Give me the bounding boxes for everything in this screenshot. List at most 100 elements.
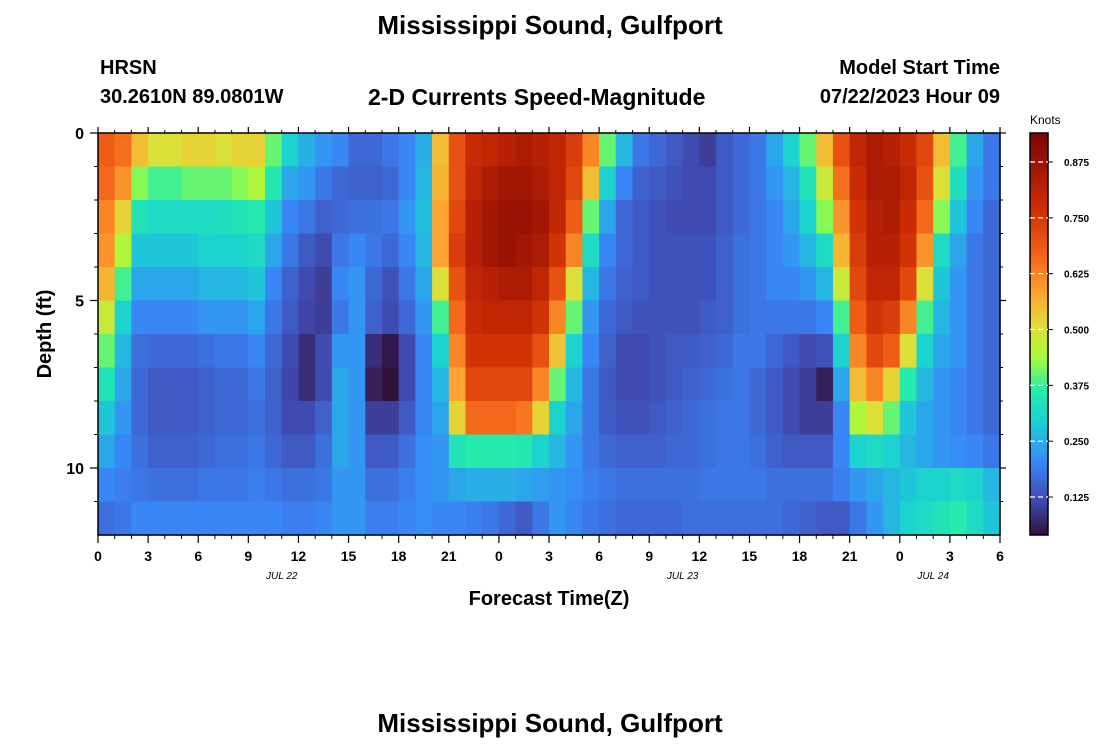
heatmap-cell [766, 501, 784, 536]
heatmap-cell [749, 200, 767, 235]
heatmap-cell [866, 300, 884, 335]
heatmap-cell [281, 334, 300, 369]
heatmap-cell [816, 133, 834, 168]
heatmap-cell [164, 468, 183, 503]
heatmap-cell [849, 300, 867, 335]
heatmap-cell [231, 401, 249, 436]
heatmap-cell [699, 233, 717, 268]
heatmap-cell [632, 468, 650, 503]
heatmap-cell [799, 334, 817, 369]
heatmap-cell [164, 200, 183, 235]
heatmap-cell [198, 501, 216, 536]
heatmap-cell [682, 401, 700, 436]
heatmap-cell [916, 233, 934, 268]
heatmap-cell [732, 300, 751, 335]
heatmap-cell [381, 434, 400, 469]
heatmap-cell [432, 233, 450, 268]
heatmap-cell [983, 434, 1001, 469]
heatmap-cell [114, 334, 132, 369]
heatmap-cell [482, 434, 500, 469]
heatmap-cell [465, 334, 483, 369]
heatmap-cell [465, 200, 483, 235]
heatmap-cell [849, 133, 867, 168]
heatmap-cell [766, 166, 784, 201]
heatmap-cell [114, 468, 132, 503]
heatmap-cell [682, 434, 700, 469]
heatmap-cell [916, 401, 934, 436]
x-tick-label: 3 [545, 548, 553, 564]
heatmap-cell [181, 233, 199, 268]
heatmap-cell [415, 267, 433, 302]
heatmap-cell [916, 367, 934, 402]
heatmap-cell [315, 334, 333, 369]
heatmap-cell [565, 434, 583, 469]
heatmap-cell [916, 133, 934, 168]
heatmap-cell [949, 367, 968, 402]
y-axis: 0 5 10 [66, 126, 1006, 502]
heatmap-cell [799, 501, 817, 536]
heatmap-cell [883, 367, 901, 402]
heatmap-cell [214, 300, 233, 335]
heatmap-cell [532, 166, 550, 201]
heatmap-cell [415, 501, 433, 536]
heatmap-cell [849, 166, 867, 201]
heatmap-cell [532, 434, 550, 469]
heatmap-cell [933, 434, 951, 469]
heatmap-cell [131, 267, 149, 302]
heatmap-cell [615, 166, 634, 201]
heatmap-cell [315, 367, 333, 402]
heatmap-cell [98, 200, 116, 235]
heatmap-cell [582, 200, 600, 235]
heatmap-cell [148, 401, 166, 436]
heatmap-cell [699, 367, 717, 402]
heatmap-cell [816, 367, 834, 402]
heatmap-cell [498, 267, 517, 302]
heatmap-cell [515, 468, 533, 503]
heatmap-cell [749, 300, 767, 335]
x-tick-label: 15 [341, 548, 357, 564]
heatmap-cell [365, 200, 383, 235]
heatmap-cell [515, 233, 533, 268]
heatmap-cell [565, 367, 583, 402]
colorbar: 0.125 0.250 0.375 0.500 0.625 0.750 0.875 [1029, 132, 1089, 536]
heatmap-cell [482, 300, 500, 335]
heatmap-cell [448, 334, 467, 369]
heatmap-cell [281, 468, 300, 503]
heatmap-cell [632, 401, 650, 436]
heatmap-cell [582, 401, 600, 436]
heatmap-cell [816, 434, 834, 469]
heatmap-cell [933, 166, 951, 201]
heatmap-cell [949, 267, 968, 302]
heatmap-cell [782, 267, 801, 302]
heatmap-cell [916, 501, 934, 536]
heatmap-cell [682, 133, 700, 168]
heatmap-cell [582, 300, 600, 335]
heatmap-cell [632, 267, 650, 302]
heatmap-cell [899, 267, 918, 302]
heatmap-cell [281, 267, 300, 302]
heatmap-cell [599, 501, 617, 536]
heatmap-cell [148, 166, 166, 201]
heatmap-cell [832, 233, 851, 268]
heatmap-cell [816, 233, 834, 268]
heatmap-cell [265, 468, 283, 503]
heatmap-cell [298, 334, 316, 369]
heatmap-cell [716, 166, 734, 201]
heatmap-cell [949, 501, 968, 536]
heatmap-cell [231, 434, 249, 469]
heatmap-cell [114, 434, 132, 469]
heatmap-cell [498, 334, 517, 369]
heatmap-cell [649, 133, 667, 168]
x-tick-label: 0 [896, 548, 904, 564]
heatmap-cell [866, 401, 884, 436]
heatmap-cell [949, 300, 968, 335]
heatmap-cell [381, 401, 400, 436]
heatmap-cell [599, 166, 617, 201]
heatmap-cell [331, 367, 350, 402]
heatmap-cell [398, 300, 416, 335]
heatmap-cell [549, 468, 567, 503]
heatmap-cell [432, 401, 450, 436]
heatmap-cell [265, 334, 283, 369]
heatmap-cell [899, 133, 918, 168]
heatmap-cell [248, 233, 266, 268]
